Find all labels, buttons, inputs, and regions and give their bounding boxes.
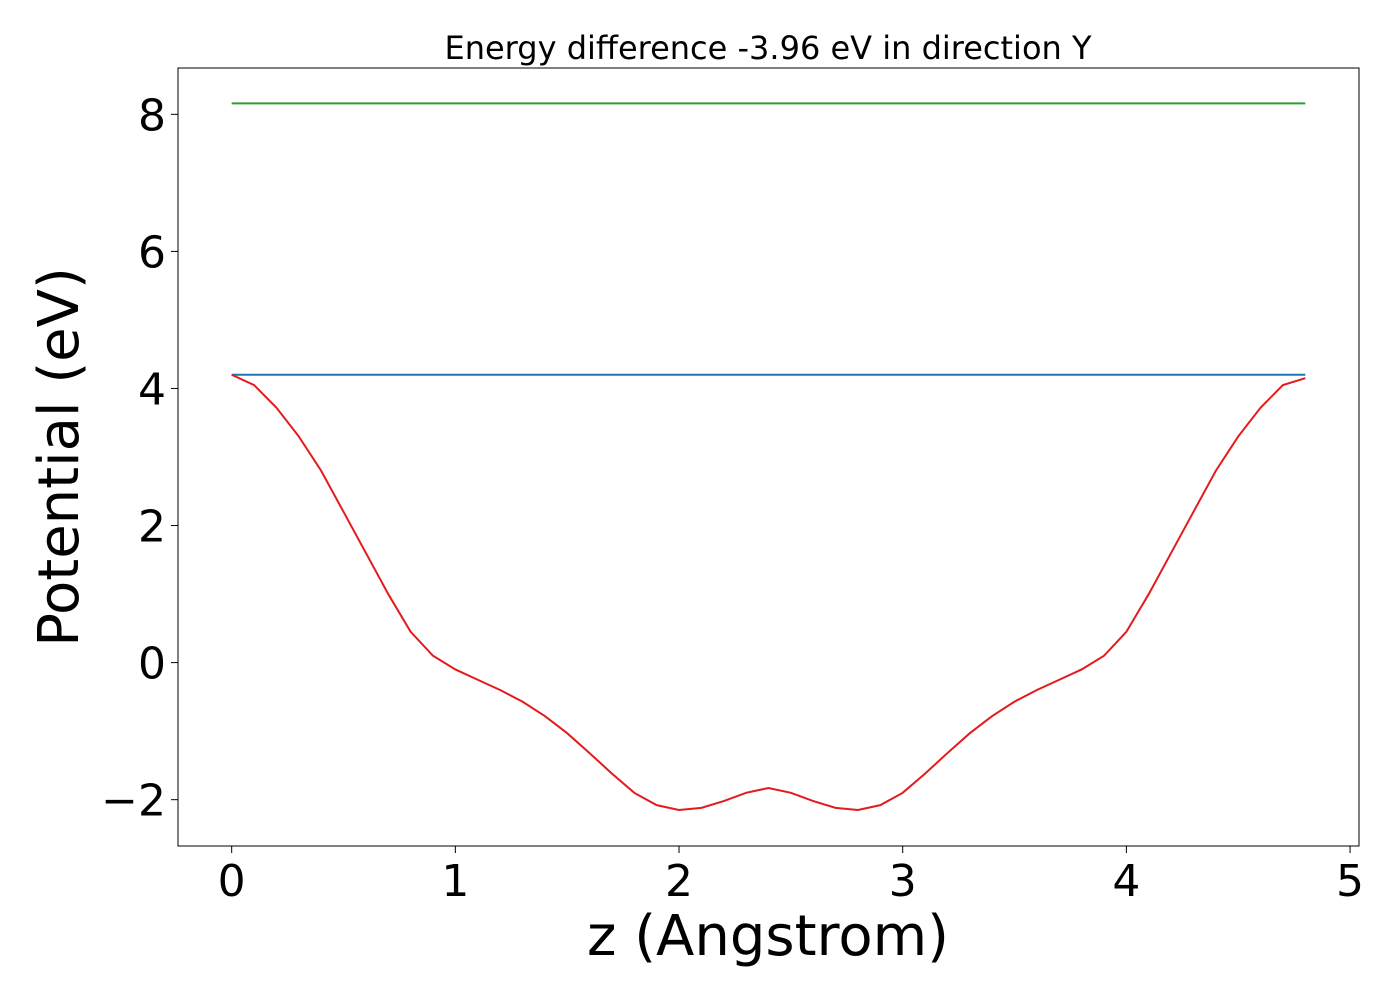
line-series <box>231 373 1306 811</box>
x-tick-label: 1 <box>441 856 469 907</box>
y-tick-label: 4 <box>138 364 166 415</box>
y-tick-label: 6 <box>138 227 166 278</box>
x-tick-label: 5 <box>1336 856 1364 907</box>
x-axis-label: z (Angstrom) <box>587 904 949 969</box>
x-tick-label: 0 <box>218 856 246 907</box>
x-tick-label: 3 <box>889 856 917 907</box>
y-axis-label: Potential (eV) <box>27 267 92 647</box>
x-tick-label: 2 <box>665 856 693 907</box>
y-tick-label: 2 <box>138 502 166 553</box>
x-tick-label: 4 <box>1112 856 1140 907</box>
y-tick-label: −2 <box>101 776 166 827</box>
y-tick-label: 0 <box>138 639 166 690</box>
chart-title: Energy difference -3.96 eV in direction … <box>444 29 1091 67</box>
plot-frame <box>177 67 1360 847</box>
y-tick-label: 8 <box>138 90 166 141</box>
